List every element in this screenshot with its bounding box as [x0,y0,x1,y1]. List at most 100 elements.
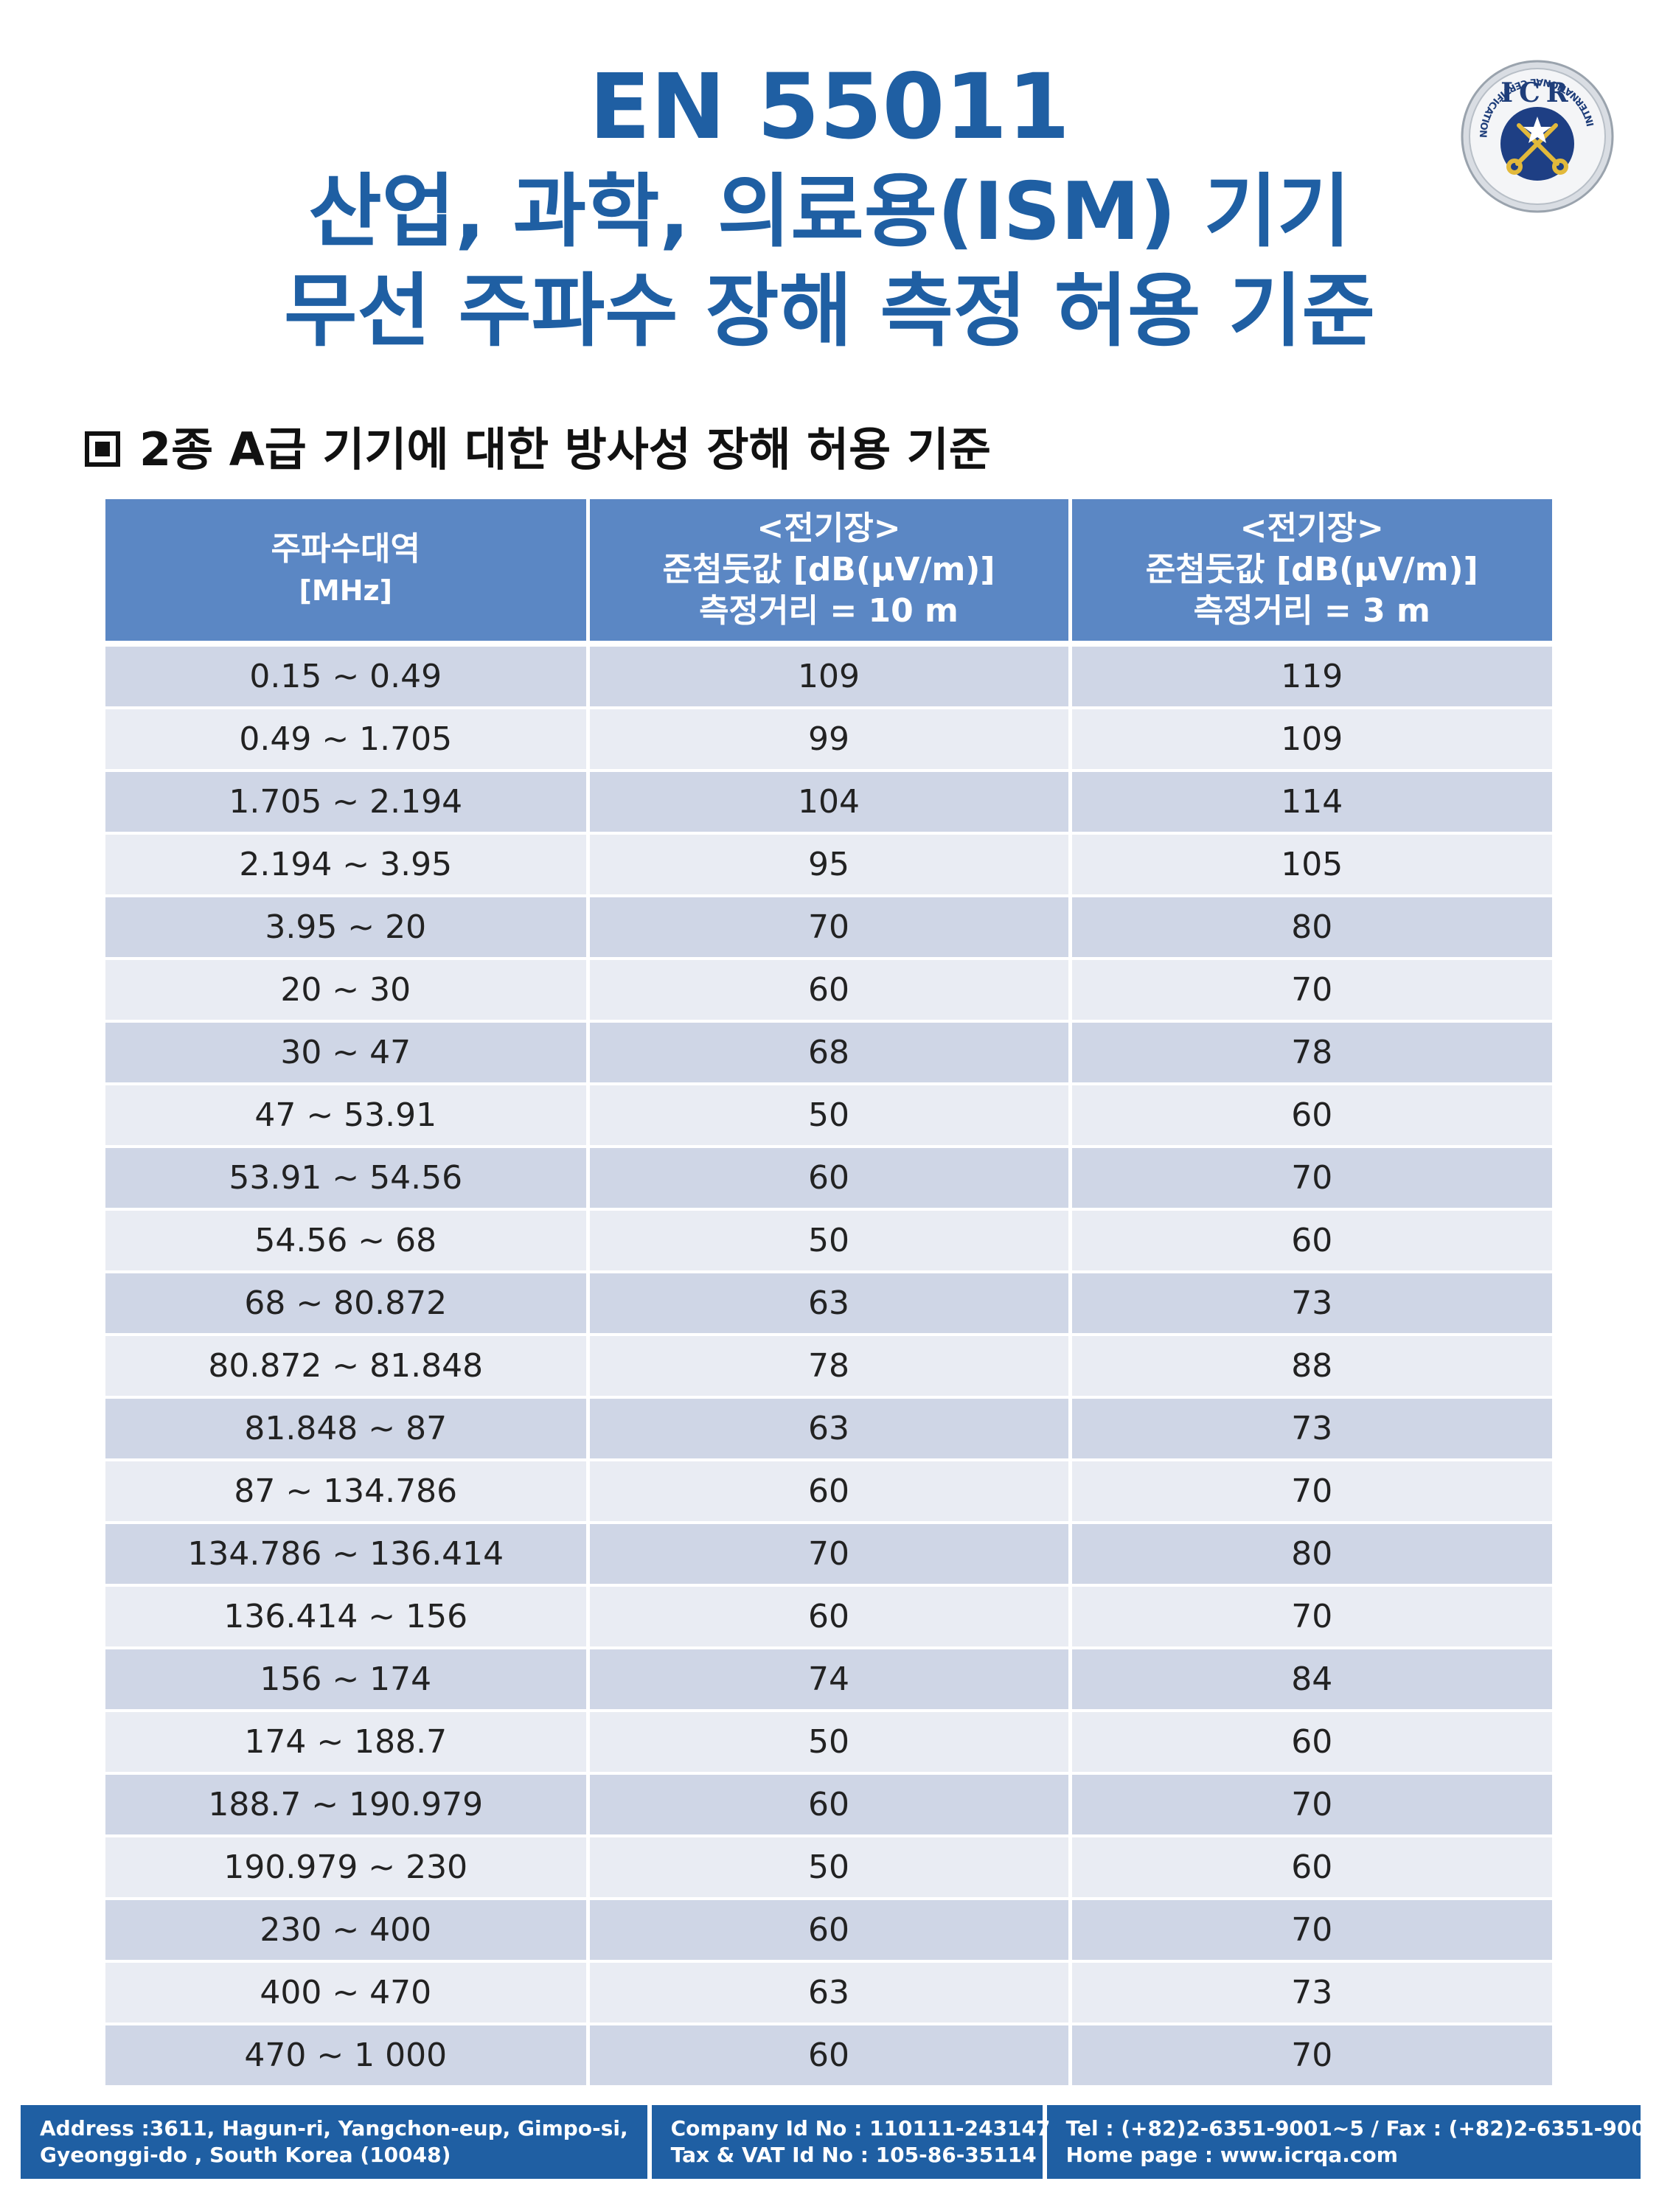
table-row: 80.872 ~ 81.848 78 88 [105,1335,1552,1399]
footer-address-line2: Gyeonggi-do , South Korea (10048) [40,2143,451,2167]
cell-limit-3m: 70 [1068,959,1552,1023]
cell-limit-3m: 60 [1068,1711,1552,1775]
cell-limit-3m: 70 [1068,2024,1552,2088]
crossed-keys-icon [1506,123,1568,175]
table-row: 188.7 ~ 190.979 60 70 [105,1773,1552,1837]
cell-frequency-range: 80.872 ~ 81.848 [105,1335,590,1399]
cell-limit-10m: 99 [585,708,1072,772]
title-line-2: 산업, 과학, 의료용(ISM) 기기 [308,166,1351,258]
footer-company-ids: Company Id No : 110111-243147 Tax & VAT … [652,2105,1051,2179]
cell-frequency-range: 156 ~ 174 [105,1648,590,1712]
cell-limit-3m: 70 [1068,1585,1552,1649]
cell-limit-3m: 78 [1068,1021,1552,1085]
cell-limit-3m: 114 [1068,771,1552,835]
emission-limits-table: 주파수대역 [MHz] <전기장> 준첨둣값 [dB(μV/m)] 측정거리 =… [105,499,1552,2088]
cell-frequency-range: 174 ~ 188.7 [105,1711,590,1775]
cell-frequency-range: 136.414 ~ 156 [105,1585,590,1649]
logo-text: ICR [1500,77,1573,108]
footer-address: Address :3611, Hagun-ri, Yangchon-eup, G… [21,2105,652,2179]
cell-limit-3m: 80 [1068,896,1552,960]
cell-limit-10m: 60 [585,2024,1072,2088]
table-row: 174 ~ 188.7 50 60 [105,1711,1552,1775]
cell-limit-3m: 70 [1068,1460,1552,1524]
table-row: 156 ~ 174 74 84 [105,1648,1552,1712]
cell-limit-3m: 119 [1068,644,1552,709]
cell-limit-3m: 73 [1068,1961,1552,2025]
header-10m-distance: 측정거리 = 10 m [699,592,959,630]
cell-frequency-range: 0.49 ~ 1.705 [105,708,590,772]
cell-limit-10m: 50 [585,1836,1072,1900]
cell-frequency-range: 68 ~ 80.872 [105,1272,590,1336]
footer-homepage: Home page : www.icrqa.com [1065,2143,1398,2167]
cell-limit-10m: 70 [585,1523,1072,1587]
cell-frequency-range: 400 ~ 470 [105,1961,590,2025]
cell-limit-3m: 88 [1068,1335,1552,1399]
table-row: 136.414 ~ 156 60 70 [105,1585,1552,1649]
cell-limit-3m: 60 [1068,1836,1552,1900]
cell-limit-10m: 60 [585,1773,1072,1837]
table-row: 230 ~ 400 60 70 [105,1899,1552,1963]
header-limit-3m: <전기장> 준첨둣값 [dB(μV/m)] 측정거리 = 3 m [1068,499,1552,647]
cell-limit-3m: 70 [1068,1147,1552,1211]
title-standard-number: EN 55011 [588,55,1071,159]
footer-tax-id: Tax & VAT Id No : 105-86-35114 [670,2143,1037,2167]
cell-limit-10m: 60 [585,1460,1072,1524]
cell-limit-3m: 60 [1068,1209,1552,1273]
star-icon [1523,116,1551,143]
page-title: EN 55011 산업, 과학, 의료용(ISM) 기기 무선 주파수 장해 측… [0,52,1659,361]
cell-limit-3m: 70 [1068,1773,1552,1837]
cell-limit-10m: 50 [585,1711,1072,1775]
cell-limit-10m: 78 [585,1335,1072,1399]
section-heading: 2종 A급 기기에 대한 방사성 장해 허용 기준 [85,420,991,479]
footer-company-id: Company Id No : 110111-243147 [670,2116,1051,2140]
header-10m-quantity: 준첨둣값 [dB(μV/m)] [662,551,995,588]
footer-address-line1: Address :3611, Hagun-ri, Yangchon-eup, G… [40,2116,628,2140]
cell-limit-10m: 104 [585,771,1072,835]
cell-frequency-range: 470 ~ 1 000 [105,2024,590,2088]
filled-square-icon [85,431,120,467]
cell-limit-10m: 109 [585,644,1072,709]
header-3m-field: <전기장> [1239,509,1384,547]
cell-limit-3m: 70 [1068,1899,1552,1963]
cell-frequency-range: 1.705 ~ 2.194 [105,771,590,835]
table-row: 30 ~ 47 68 78 [105,1021,1552,1085]
header-limit-10m: <전기장> 준첨둣값 [dB(μV/m)] 측정거리 = 10 m [585,499,1072,647]
title-line-3: 무선 주파수 장해 측정 허용 기준 [284,265,1375,358]
table-header-row: 주파수대역 [MHz] <전기장> 준첨둣값 [dB(μV/m)] 측정거리 =… [105,499,1552,647]
header-frequency-label: 주파수대역 [271,530,420,568]
cell-frequency-range: 81.848 ~ 87 [105,1397,590,1461]
cell-limit-3m: 73 [1068,1272,1552,1336]
table-row: 87 ~ 134.786 60 70 [105,1460,1552,1524]
table-row: 47 ~ 53.91 50 60 [105,1084,1552,1148]
cell-limit-10m: 63 [585,1961,1072,2025]
cell-frequency-range: 53.91 ~ 54.56 [105,1147,590,1211]
cell-frequency-range: 188.7 ~ 190.979 [105,1773,590,1837]
table-row: 1.705 ~ 2.194 104 114 [105,771,1552,835]
cell-limit-3m: 60 [1068,1084,1552,1148]
cell-limit-10m: 50 [585,1209,1072,1273]
table-row: 400 ~ 470 63 73 [105,1961,1552,2025]
cell-frequency-range: 20 ~ 30 [105,959,590,1023]
footer-tel-fax: Tel : (+82)2-6351-9001~5 / Fax : (+82)2-… [1065,2116,1659,2140]
cell-limit-10m: 68 [585,1021,1072,1085]
header-3m-quantity: 준첨둣값 [dB(μV/m)] [1145,551,1478,588]
cell-frequency-range: 190.979 ~ 230 [105,1836,590,1900]
header-frequency-range: 주파수대역 [MHz] [105,499,590,647]
header-frequency-unit: [MHz] [299,574,392,607]
cell-frequency-range: 3.95 ~ 20 [105,896,590,960]
cell-frequency-range: 47 ~ 53.91 [105,1084,590,1148]
cell-limit-10m: 95 [585,833,1072,897]
cell-limit-10m: 70 [585,896,1072,960]
cell-limit-10m: 60 [585,1899,1072,1963]
cell-limit-10m: 60 [585,959,1072,1023]
table-row: 20 ~ 30 60 70 [105,959,1552,1023]
header-10m-field: <전기장> [757,509,901,547]
cell-limit-3m: 105 [1068,833,1552,897]
table-row: 54.56 ~ 68 50 60 [105,1209,1552,1273]
cell-frequency-range: 54.56 ~ 68 [105,1209,590,1273]
cell-frequency-range: 230 ~ 400 [105,1899,590,1963]
cell-limit-3m: 73 [1068,1397,1552,1461]
table-row: 68 ~ 80.872 63 73 [105,1272,1552,1336]
cell-limit-3m: 80 [1068,1523,1552,1587]
cell-limit-10m: 50 [585,1084,1072,1148]
